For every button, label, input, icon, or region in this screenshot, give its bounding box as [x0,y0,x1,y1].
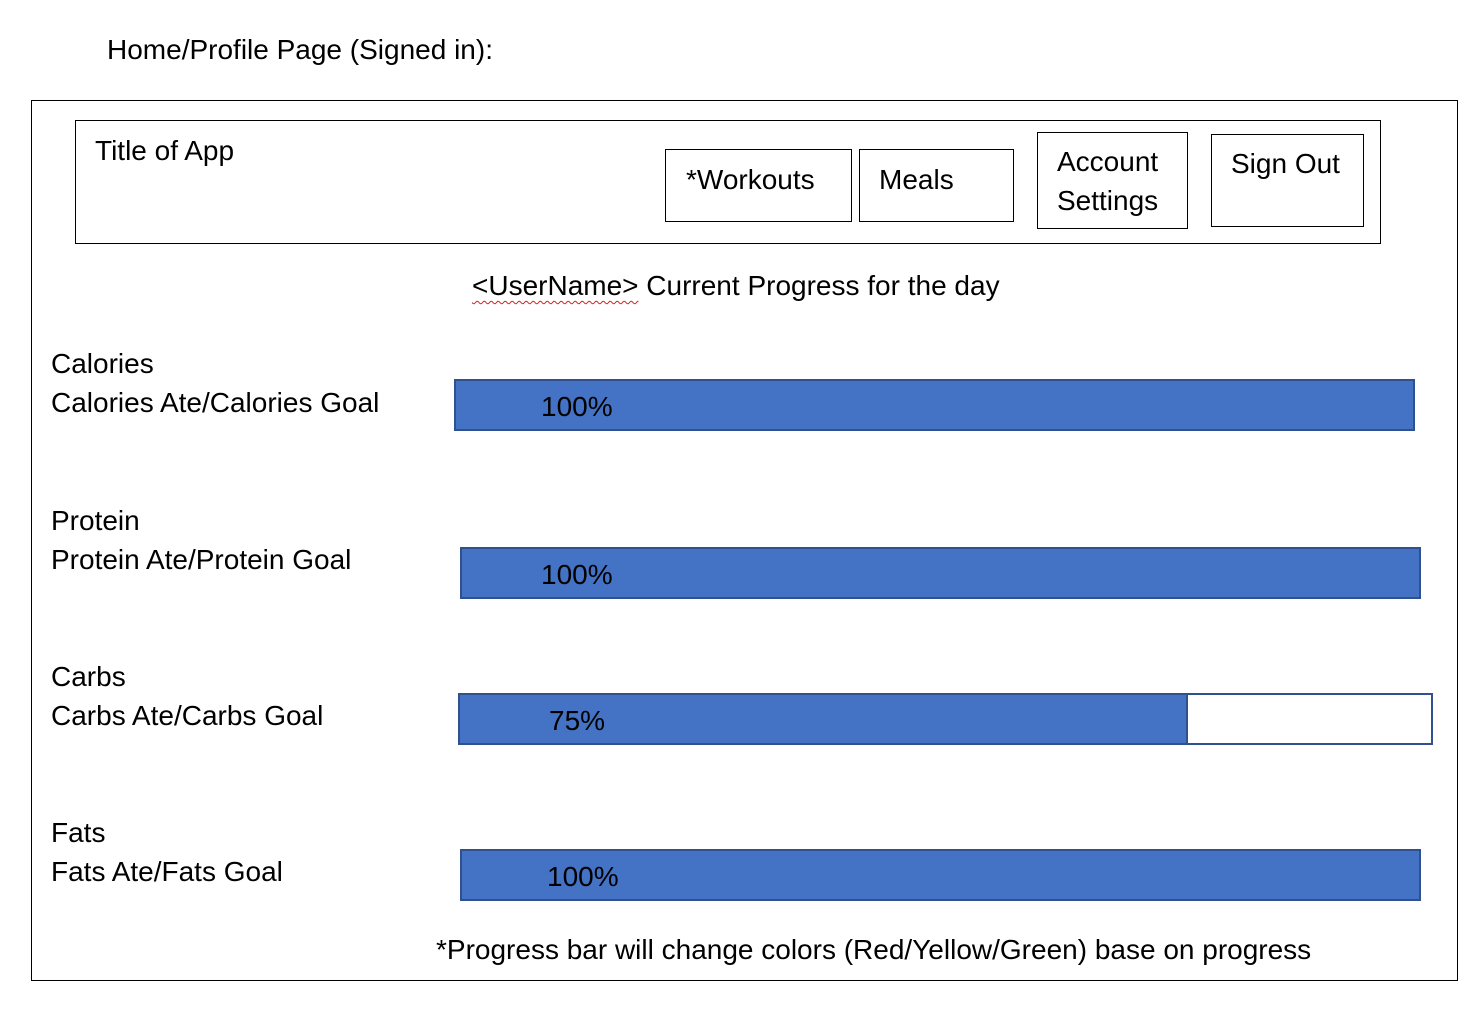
carbs-label: Carbs Carbs Ate/Carbs Goal [51,657,323,735]
carbs-progress-text: 75% [549,705,606,736]
protein-progress-fill [462,549,1419,597]
protein-label: Protein Protein Ate/Protein Goal [51,501,351,579]
calories-progress-bar: 100% [454,379,1415,431]
calories-label: Calories Calories Ate/Calories Goal [51,344,379,422]
nav-meals-button[interactable]: Meals [859,149,1014,222]
fats-progress-text: 100% [547,861,619,892]
fats-label: Fats Fats Ate/Fats Goal [51,813,283,891]
nav-meals-label: Meals [879,164,954,195]
fats-name: Fats [51,817,106,848]
nav-account-settings-button[interactable]: Account Settings [1037,132,1188,229]
progress-heading: <UserName> Current Progress for the day [472,268,1000,304]
protein-progress-bar: 100% [460,547,1421,599]
carbs-name: Carbs [51,661,126,692]
calories-progress-fill [456,381,1413,429]
sign-out-button[interactable]: Sign Out [1211,134,1364,227]
calories-detail: Calories Ate/Calories Goal [51,387,380,418]
progress-heading-text: Current Progress for the day [638,270,1000,301]
app-title: Title of App [95,135,235,166]
nav-workouts-button[interactable]: *Workouts [665,149,852,222]
username-placeholder: <UserName> [472,270,639,301]
fats-progress-fill [462,851,1419,899]
carbs-detail: Carbs Ate/Carbs Goal [51,700,324,731]
carbs-progress-bar: 75% [458,693,1433,745]
page-heading: Home/Profile Page (Signed in): [107,34,493,65]
carbs-progress-fill [460,695,1189,743]
sign-out-label: Sign Out [1231,148,1340,179]
app-frame [31,100,1458,981]
fats-detail: Fats Ate/Fats Goal [51,856,283,887]
protein-detail: Protein Ate/Protein Goal [51,544,352,575]
nav-account-settings-label: Account Settings [1057,146,1159,216]
calories-progress-text: 100% [541,391,613,422]
protein-name: Protein [51,505,140,536]
nav-workouts-label: *Workouts [686,164,815,195]
app-header [75,120,1381,244]
fats-progress-bar: 100% [460,849,1421,901]
protein-progress-text: 100% [541,559,613,590]
calories-name: Calories [51,348,154,379]
progress-footnote: *Progress bar will change colors (Red/Ye… [436,934,1312,965]
